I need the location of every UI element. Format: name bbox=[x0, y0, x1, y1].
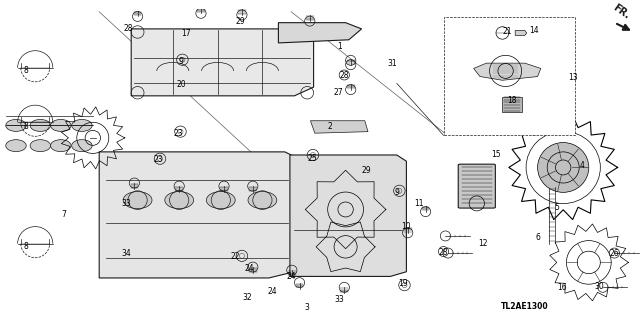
Text: 33: 33 bbox=[122, 199, 132, 208]
Text: 19: 19 bbox=[398, 279, 408, 288]
Text: 27: 27 bbox=[333, 88, 343, 97]
Ellipse shape bbox=[30, 140, 51, 152]
Polygon shape bbox=[474, 63, 541, 80]
Ellipse shape bbox=[51, 140, 71, 152]
Text: 10: 10 bbox=[401, 222, 412, 231]
Text: TL2AE1300: TL2AE1300 bbox=[501, 302, 548, 311]
Text: 20: 20 bbox=[176, 80, 186, 89]
Polygon shape bbox=[278, 23, 362, 43]
Polygon shape bbox=[131, 29, 314, 96]
Text: 5: 5 bbox=[554, 204, 559, 212]
Text: 8: 8 bbox=[23, 67, 28, 76]
Text: 29: 29 bbox=[361, 166, 371, 175]
FancyBboxPatch shape bbox=[458, 164, 495, 208]
Text: 7: 7 bbox=[61, 210, 67, 219]
Text: 12: 12 bbox=[479, 239, 488, 248]
Ellipse shape bbox=[51, 119, 71, 132]
Text: 24: 24 bbox=[286, 272, 296, 281]
Ellipse shape bbox=[72, 140, 92, 152]
Text: 9: 9 bbox=[394, 188, 399, 197]
Bar bbox=[444, 17, 575, 135]
Text: 4: 4 bbox=[580, 161, 585, 170]
Text: 17: 17 bbox=[180, 29, 191, 38]
Ellipse shape bbox=[6, 119, 26, 132]
Text: 23: 23 bbox=[154, 155, 164, 164]
Text: 24: 24 bbox=[244, 264, 255, 273]
Text: 16: 16 bbox=[557, 283, 567, 292]
Ellipse shape bbox=[248, 192, 276, 209]
Text: 28: 28 bbox=[124, 24, 132, 33]
Text: 2: 2 bbox=[327, 123, 332, 132]
Text: 32: 32 bbox=[243, 293, 253, 302]
Text: 33: 33 bbox=[334, 295, 344, 304]
Text: 14: 14 bbox=[529, 26, 540, 35]
Text: 23: 23 bbox=[173, 129, 183, 138]
Ellipse shape bbox=[6, 140, 26, 152]
Ellipse shape bbox=[538, 142, 589, 192]
Ellipse shape bbox=[30, 119, 51, 132]
Text: 28: 28 bbox=[340, 71, 349, 80]
Text: 3: 3 bbox=[305, 303, 310, 312]
Polygon shape bbox=[290, 155, 406, 276]
Text: 18: 18 bbox=[508, 96, 516, 105]
Text: 11: 11 bbox=[415, 199, 424, 208]
Text: 30: 30 bbox=[594, 282, 604, 291]
Text: FR.: FR. bbox=[611, 3, 632, 21]
Polygon shape bbox=[310, 121, 368, 133]
Polygon shape bbox=[99, 152, 294, 278]
Text: 31: 31 bbox=[387, 59, 397, 68]
Text: 6: 6 bbox=[535, 233, 540, 242]
Bar bbox=[502, 97, 522, 112]
Text: 15: 15 bbox=[491, 150, 501, 159]
Text: 21: 21 bbox=[503, 27, 512, 36]
Ellipse shape bbox=[165, 192, 194, 209]
Text: 34: 34 bbox=[122, 249, 132, 258]
Text: 28: 28 bbox=[439, 248, 448, 257]
Ellipse shape bbox=[72, 119, 92, 132]
Text: 13: 13 bbox=[568, 73, 578, 82]
Text: 26: 26 bbox=[609, 249, 620, 258]
Text: 24: 24 bbox=[267, 287, 277, 296]
Text: 29: 29 bbox=[235, 17, 245, 26]
Text: 8: 8 bbox=[23, 242, 28, 251]
Text: 8: 8 bbox=[23, 123, 28, 132]
Text: 22: 22 bbox=[231, 252, 240, 261]
Text: 25: 25 bbox=[307, 154, 317, 163]
Text: 9: 9 bbox=[179, 57, 184, 66]
Ellipse shape bbox=[123, 192, 152, 209]
Ellipse shape bbox=[206, 192, 236, 209]
Polygon shape bbox=[515, 30, 527, 36]
Text: 1: 1 bbox=[337, 42, 342, 51]
